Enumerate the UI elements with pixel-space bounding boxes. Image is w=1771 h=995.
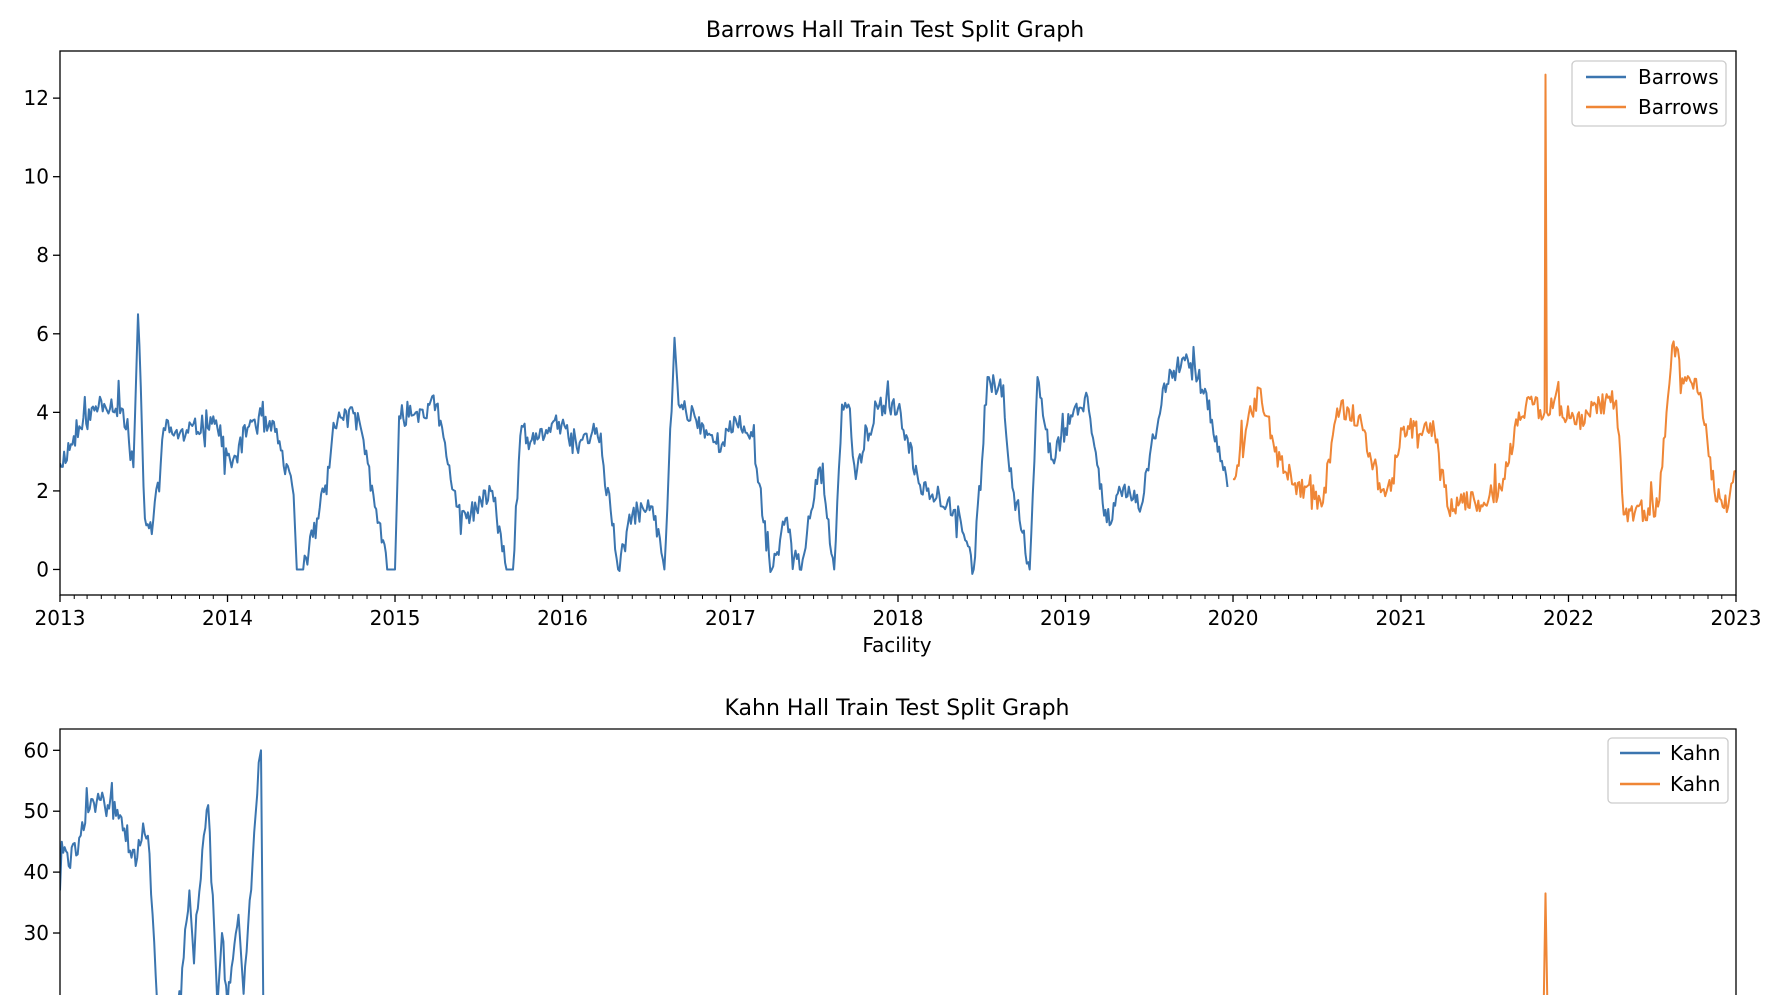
chart-title: Barrows Hall Train Test Split Graph (706, 18, 1084, 43)
chart-kahn: Kahn Hall Train Test Split Graph 30 40 50 6… (24, 696, 1737, 995)
legend-label-train: Barrows (1638, 65, 1719, 89)
y-tick-label: 40 (24, 860, 49, 884)
chart-title: Kahn Hall Train Test Split Graph (725, 696, 1070, 721)
plot-frame (59, 50, 1737, 596)
legend: Barrows Barrows (1571, 60, 1727, 127)
legend-label-test: Barrows (1638, 95, 1719, 119)
y-axis: 30 40 50 60 (24, 738, 60, 945)
x-tick-label: 2013 (35, 606, 86, 630)
y-axis: 0 2 4 6 8 10 12 (24, 86, 60, 581)
y-tick-label: 8 (36, 243, 49, 267)
x-tick-label: 2023 (1711, 606, 1762, 630)
x-tick-label: 2021 (1376, 606, 1427, 630)
legend-label-test: Kahn (1670, 772, 1720, 796)
y-tick-label: 4 (36, 400, 49, 424)
chart-barrows: Barrows Hall Train Test Split Graph 0 2 4 6… (24, 18, 1762, 657)
x-tick-label: 2022 (1543, 606, 1594, 630)
series-layer (60, 749, 1549, 995)
x-tick-label: 2014 (202, 606, 253, 630)
y-tick-label: 12 (24, 86, 49, 110)
y-tick-label: 2 (36, 479, 49, 503)
x-axis-label: Facility (862, 633, 931, 657)
legend-label-train: Kahn (1670, 741, 1720, 765)
plot-frame (59, 728, 1737, 995)
y-tick-label: 50 (24, 799, 49, 823)
x-tick-label: 2020 (1208, 606, 1259, 630)
x-tick-label: 2015 (370, 606, 421, 630)
y-tick-label: 30 (24, 921, 49, 945)
y-tick-label: 0 (36, 557, 49, 581)
series-line-train (60, 313, 1229, 575)
x-axis: 2013 2014 2015 2016 2017 2018 2019 2020 2021 2022… (35, 595, 1762, 630)
series-line-test (1232, 73, 1736, 523)
series-layer (60, 73, 1736, 575)
x-tick-label: 2018 (873, 606, 924, 630)
y-tick-label: 60 (24, 738, 49, 762)
series-line-train (60, 749, 265, 995)
x-tick-label: 2019 (1040, 606, 1091, 630)
series-line-test (1542, 892, 1549, 995)
y-tick-label: 6 (36, 322, 49, 346)
legend: Kahn Kahn (1607, 737, 1729, 804)
x-tick-label: 2017 (705, 606, 756, 630)
y-tick-label: 10 (24, 165, 49, 189)
x-tick-label: 2016 (537, 606, 588, 630)
